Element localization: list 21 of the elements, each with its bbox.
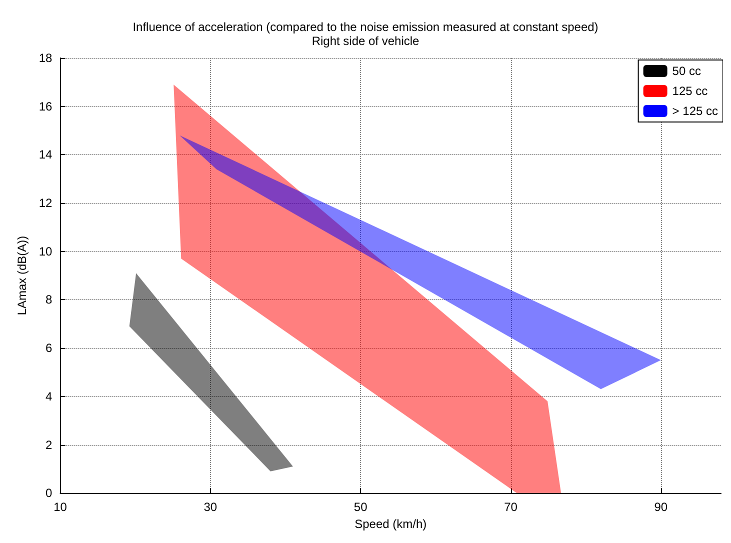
y-tick-label: 18 — [38, 51, 53, 65]
y-tick-label: 14 — [38, 148, 53, 162]
y-axis-title: LAmax (dB(A)) — [15, 236, 29, 316]
y-tick-label: 10 — [38, 244, 53, 258]
chart-title: Influence of acceleration (compared to the noise emission measured at constant speed) — [132, 20, 598, 34]
y-tick-label: 2 — [46, 438, 53, 452]
y-tick-label: 16 — [38, 99, 53, 114]
y-tick-label: 0 — [46, 486, 53, 500]
x-axis-title: Speed (km/h) — [354, 517, 427, 531]
y-tick-label: 4 — [46, 389, 53, 404]
y-tick-label: 12 — [38, 196, 53, 210]
y-tick-label: 6 — [46, 341, 53, 356]
x-tick-label: 70 — [504, 500, 518, 514]
x-tick-label: 90 — [654, 500, 668, 514]
legend-label: 125 cc — [672, 84, 708, 98]
legend-label: 50 cc — [672, 64, 701, 78]
chart-subtitle: Right side of vehicle — [312, 34, 420, 48]
y-tick-label: 8 — [46, 292, 53, 307]
legend-label: > 125 cc — [672, 104, 718, 118]
x-tick-label: 30 — [204, 500, 218, 514]
x-tick-label: 50 — [354, 500, 368, 514]
